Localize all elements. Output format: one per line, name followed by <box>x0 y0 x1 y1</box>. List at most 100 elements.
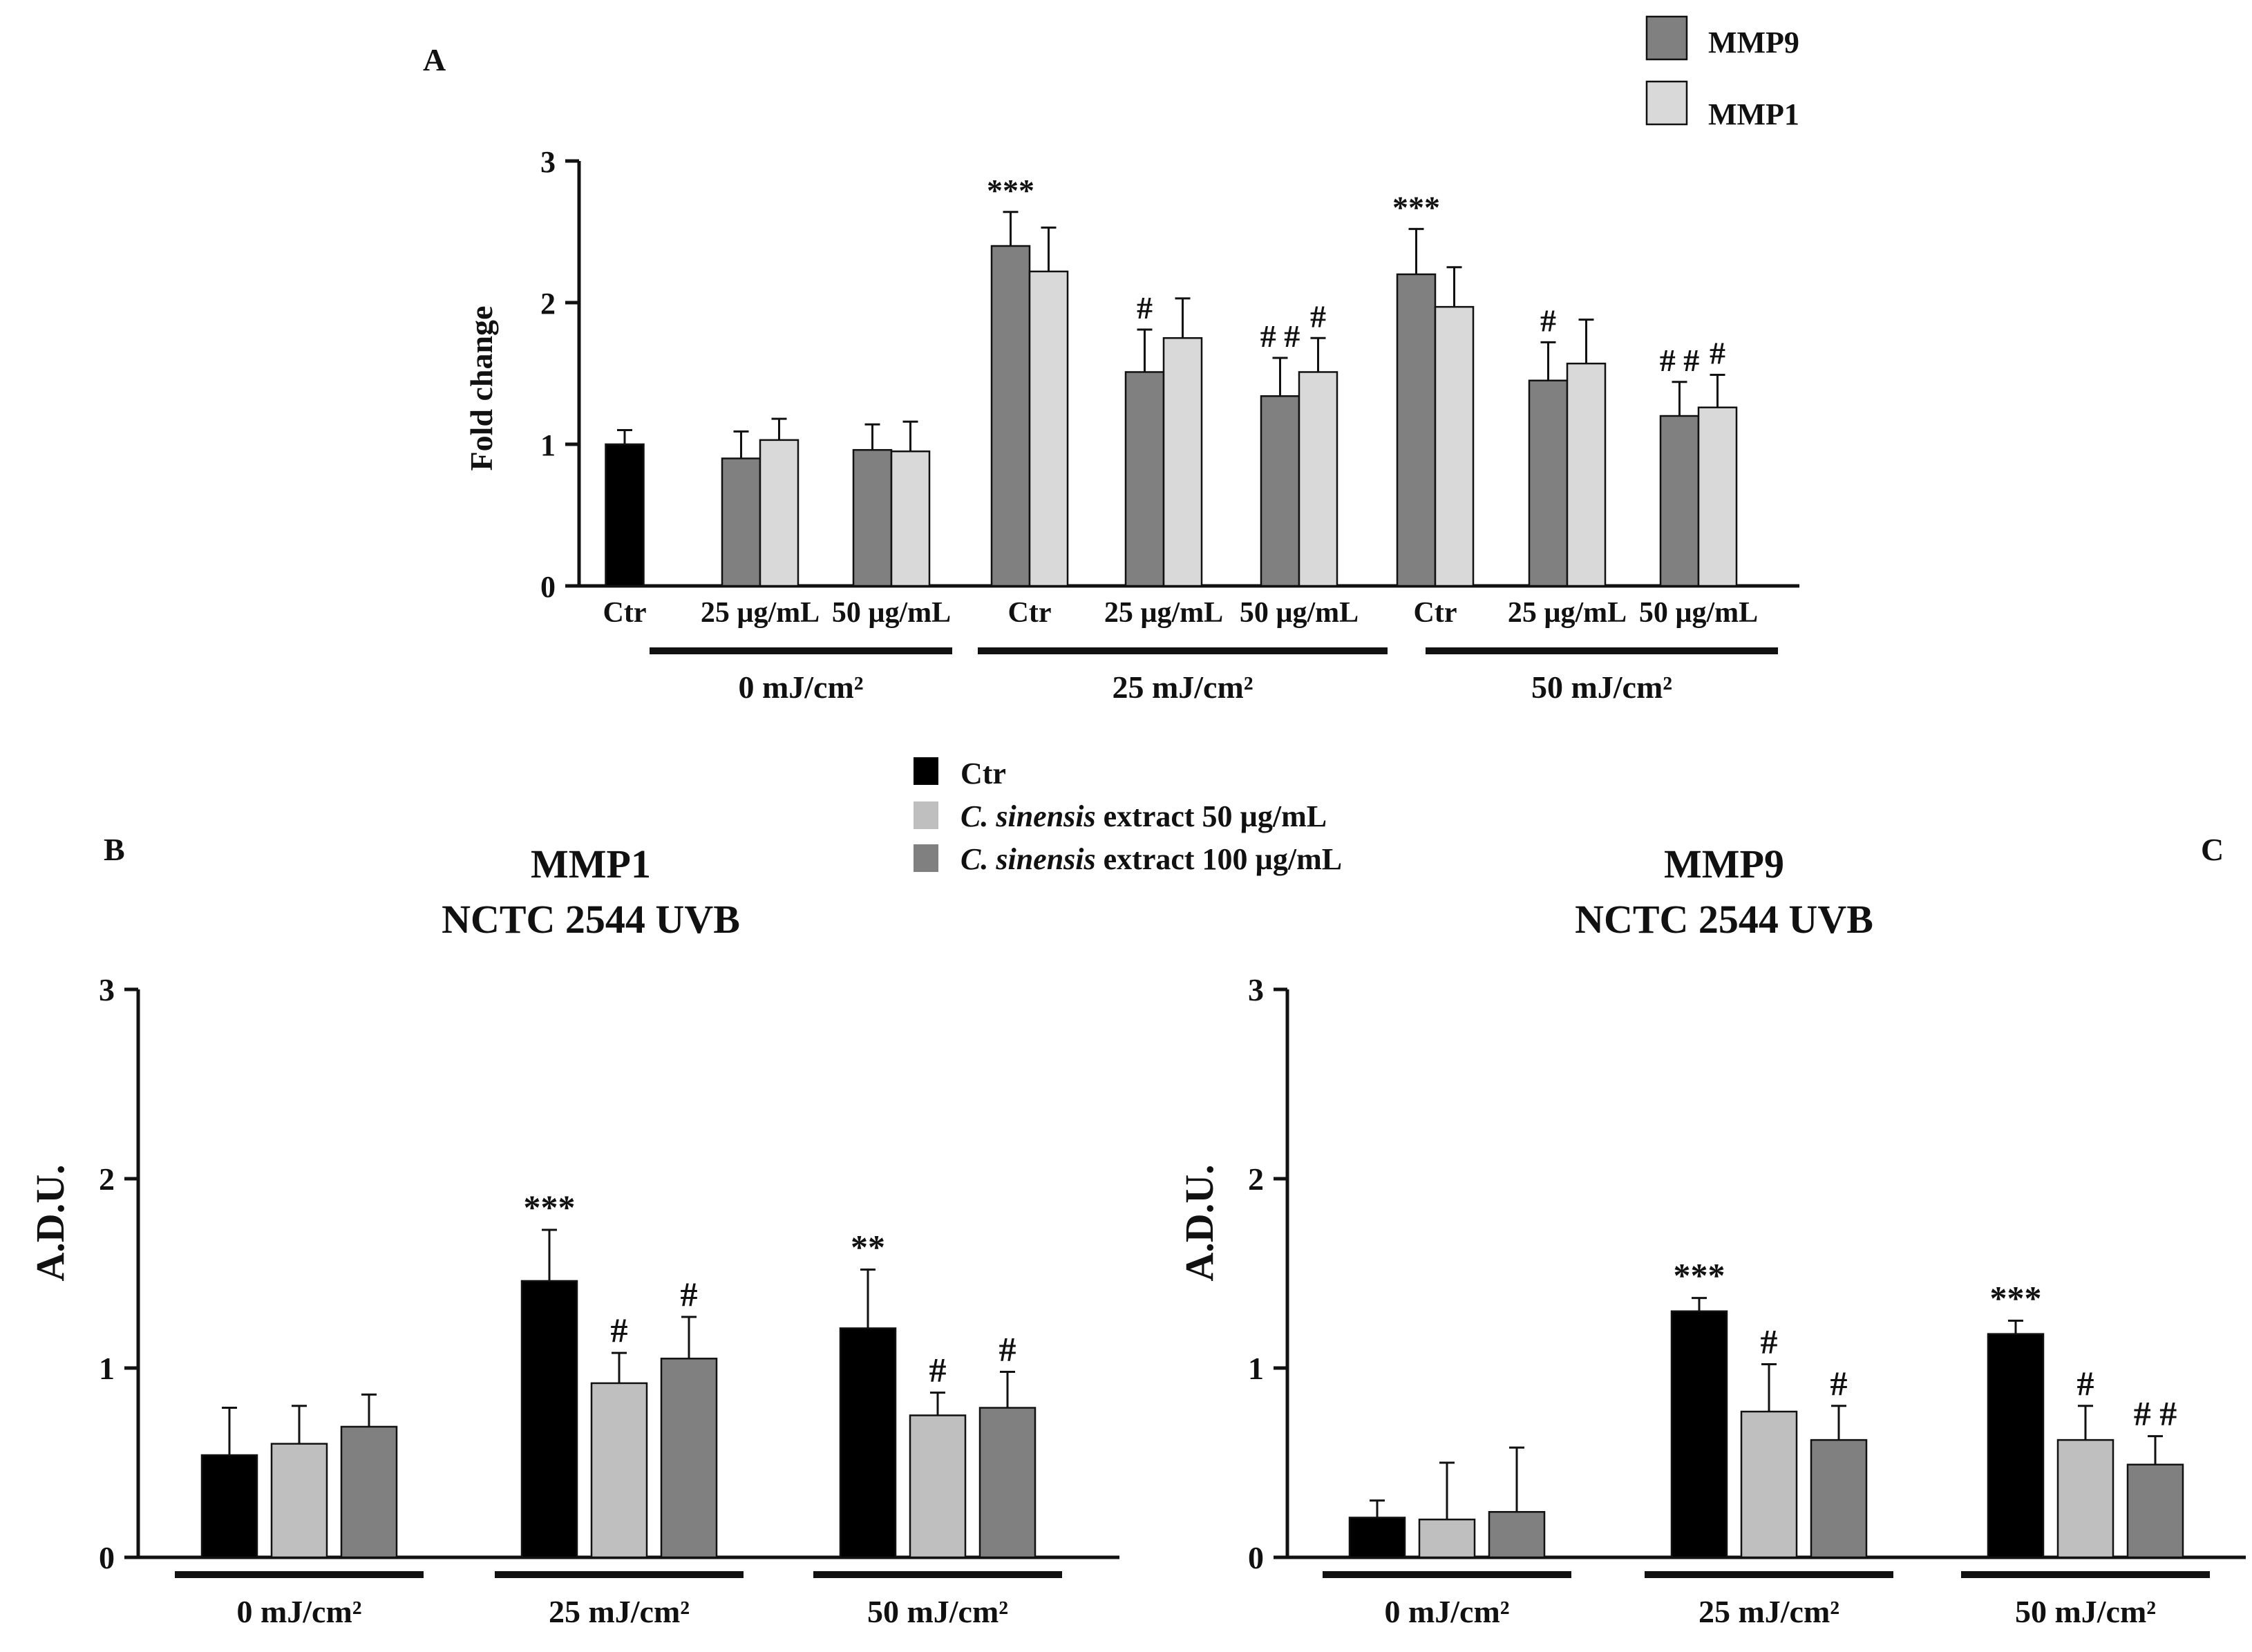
legend-bc-label-ctr: Ctr <box>961 757 1006 790</box>
chart-b-c-sinensis-extract-50-g-ml-2-significance: # <box>929 1351 947 1389</box>
chart-c-c-sinensis-extract-50-g-ml-1-significance: # <box>1761 1322 1778 1361</box>
chart-c-c-sinensis-extract-100-g-ml-2-bar <box>2126 1463 2184 1559</box>
legend-bc-label-50: C. sinensis extract 50 µg/mL <box>961 799 1327 833</box>
chart-c: 0 1 2 3 A.D.U. 0 mJ/cm² *** # #25 mJ/cm² *** # # # 5… <box>1177 972 2246 1629</box>
chart-a-x-tick-label: Ctr <box>1008 597 1052 629</box>
chart-a-mmp1-3-bar <box>1028 270 1069 587</box>
panel-c-title: MMP9 <box>1664 842 1784 886</box>
chart-a-mmp9-4-bar <box>1124 371 1165 587</box>
chart-a-mmp1-1-bar <box>759 439 799 587</box>
chart-a-y-tick-label: 2 <box>540 287 556 321</box>
chart-c-y-tick-label: 3 <box>1248 972 1264 1007</box>
chart-b-x-tick-label: 0 mJ/cm² <box>236 1594 361 1629</box>
chart-a-mmp1-7-bar <box>1566 362 1607 587</box>
legend-a-swatch-mmp1 <box>1645 80 1688 126</box>
panel-b-subtitle: NCTC 2544 UVB <box>442 897 740 942</box>
chart-c-x-tick-label: 0 mJ/cm² <box>1384 1594 1509 1629</box>
chart-a-mmp9-7-significance: # <box>1540 303 1556 338</box>
chart-b-c-sinensis-extract-50-g-ml-1-bar <box>590 1382 648 1559</box>
chart-c-ctr-1-significance: *** <box>1674 1256 1725 1295</box>
chart-a-mmp9-2-bar <box>852 448 893 587</box>
chart-b-c-sinensis-extract-100-g-ml-1-significance: # <box>681 1275 698 1313</box>
chart-c-c-sinensis-extract-100-g-ml-2-significance: # # <box>2134 1394 2177 1433</box>
chart-b-y-tick-label: 1 <box>99 1351 115 1386</box>
chart-a-x-tick-label: 50 µg/mL <box>832 597 951 629</box>
chart-c-c-sinensis-extract-100-g-ml-0-bar <box>1488 1510 1546 1559</box>
chart-c-y-tick-label: 1 <box>1248 1351 1264 1386</box>
chart-c-ctr-2-significance: *** <box>1990 1279 2042 1318</box>
chart-a-group-label: 50 mJ/cm² <box>1531 670 1672 705</box>
chart-a-x-tick-label: 25 µg/mL <box>701 597 820 629</box>
chart-b-y-tick-label: 0 <box>99 1540 115 1575</box>
chart-c-x-tick-label: 25 mJ/cm² <box>1699 1594 1839 1629</box>
chart-c-y-tick-label: 2 <box>1248 1161 1264 1197</box>
chart-b-c-sinensis-extract-50-g-ml-2-bar <box>909 1414 967 1559</box>
chart-a-mmp9-3-significance: *** <box>987 173 1034 208</box>
chart-b-ctr-2-significance: ** <box>851 1228 885 1266</box>
chart-a-group-label: 0 mJ/cm² <box>738 670 863 705</box>
legend-bc-swatch-100 <box>914 844 938 872</box>
panel-c-label: C <box>2201 832 2224 867</box>
legend-a-label-mmp9: MMP9 <box>1708 26 1799 59</box>
chart-a-y-label: Fold change <box>464 306 499 471</box>
legend-bc-label-100-text: extract 100 µg/mL <box>1096 842 1342 876</box>
chart-c-ctr-1-bar <box>1670 1310 1728 1559</box>
legend-bc-swatch-50 <box>914 801 938 829</box>
chart-b-x-tick-label: 25 mJ/cm² <box>549 1594 690 1629</box>
chart-a-x-tick-label: 50 µg/mL <box>1639 597 1758 629</box>
chart-a-group-label: 25 mJ/cm² <box>1112 670 1253 705</box>
legend-a-label-mmp1: MMP1 <box>1708 97 1799 131</box>
chart-c-c-sinensis-extract-50-g-ml-1-bar <box>1740 1410 1798 1559</box>
chart-a-x-tick-label: 25 µg/mL <box>1508 597 1627 629</box>
chart-b-c-sinensis-extract-100-g-ml-2-significance: # <box>999 1329 1016 1368</box>
chart-a: 0 1 2 3 Fold change *** # # # # *** # # # # Ctr 25 µg/… <box>464 145 1799 705</box>
chart-c-c-sinensis-extract-50-g-ml-0-bar <box>1418 1518 1476 1559</box>
chart-a-x-tick-label: 50 µg/mL <box>1240 597 1359 629</box>
chart-b-c-sinensis-extract-100-g-ml-0-bar <box>340 1425 398 1559</box>
chart-b-y-label: A.D.U. <box>28 1164 73 1281</box>
legend-a: MMP9 MMP1 <box>1645 15 1799 131</box>
legend-bc-label-ctr-text: Ctr <box>961 757 1006 790</box>
chart-c-ctr-2-bar <box>1987 1333 2045 1559</box>
panel-b-title: MMP1 <box>531 842 651 886</box>
chart-b-y-tick-label: 2 <box>99 1161 115 1197</box>
chart-c-x-tick-label: 50 mJ/cm² <box>2015 1594 2156 1629</box>
chart-b-c-sinensis-extract-50-g-ml-0-bar <box>270 1443 328 1559</box>
chart-a-mmp9-5-significance: # # <box>1260 319 1300 354</box>
chart-a-mmp9-3-bar <box>990 245 1031 587</box>
chart-a-mmp1-8-significance: # <box>1710 336 1725 371</box>
chart-b-y-tick-label: 3 <box>99 972 115 1007</box>
panel-b-label: B <box>104 832 125 867</box>
chart-b-c-sinensis-extract-100-g-ml-2-bar <box>978 1407 1037 1559</box>
chart-a-x-tick-label: Ctr <box>1414 597 1457 629</box>
chart-a-y-tick-label: 0 <box>540 570 556 604</box>
chart-a-mmp9-7-bar <box>1528 379 1569 587</box>
chart-a-x-tick-label: Ctr <box>603 597 647 629</box>
chart-b-c-sinensis-extract-100-g-ml-1-bar <box>660 1358 718 1559</box>
chart-b-ctr-1-bar <box>520 1280 578 1559</box>
chart-c-ctr-0-bar <box>1348 1517 1406 1559</box>
panel-c-subtitle: NCTC 2544 UVB <box>1575 897 1873 942</box>
legend-bc-label-50-text: extract 50 µg/mL <box>1096 799 1327 833</box>
chart-a-mmp1-8-bar <box>1697 406 1738 587</box>
chart-b-c-sinensis-extract-50-g-ml-1-significance: # <box>611 1311 628 1349</box>
chart-b: 0 1 2 3 A.D.U. 0 mJ/cm² *** # #25 mJ/cm² ** # #50 m… <box>28 972 1119 1629</box>
chart-a-mmp1-4-bar <box>1162 337 1203 587</box>
legend-bc: Ctr C. sinensis extract 50 µg/mL C. sine… <box>914 757 1342 876</box>
legend-bc-swatch-ctr <box>914 757 938 785</box>
chart-c-y-label: A.D.U. <box>1177 1164 1222 1281</box>
chart-a-mmp1-6-bar <box>1434 305 1475 587</box>
legend-a-swatch-mmp9 <box>1645 15 1688 61</box>
panel-a-label: A <box>423 42 446 77</box>
chart-c-c-sinensis-extract-100-g-ml-1-significance: # <box>1830 1364 1848 1403</box>
chart-a-mmp9-4-significance: # <box>1137 290 1153 325</box>
chart-a-mmp9-6-bar <box>1396 273 1437 587</box>
chart-b-x-tick-label: 50 mJ/cm² <box>867 1594 1008 1629</box>
chart-a-ctr-0-bar <box>605 443 645 587</box>
chart-a-mmp9-1-bar <box>721 457 761 587</box>
chart-a-y-tick-label: 3 <box>540 145 556 179</box>
chart-c-c-sinensis-extract-50-g-ml-2-significance: # <box>2077 1364 2094 1403</box>
chart-a-mmp9-8-significance: # # <box>1660 343 1700 378</box>
legend-bc-label-100: C. sinensis extract 100 µg/mL <box>961 842 1342 876</box>
